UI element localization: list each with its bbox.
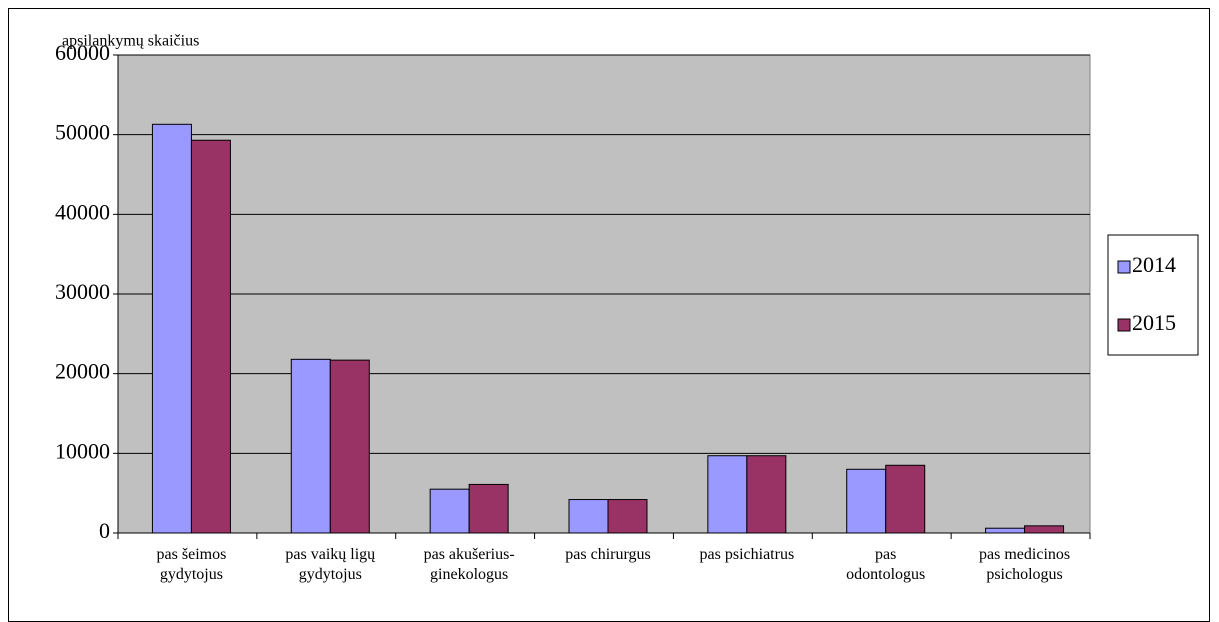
bar <box>885 464 926 534</box>
x-tick-label: pas akušerius- ginekologus <box>423 546 515 583</box>
x-tick-label: pas šeimos gydytojus <box>156 546 227 583</box>
x-tick-label: pas odontologus <box>846 546 926 583</box>
legend-swatch <box>1117 318 1131 332</box>
legend-swatch <box>1117 260 1131 274</box>
x-tick-label: pas medicinos psichologus <box>979 546 1071 583</box>
bar <box>468 483 509 534</box>
bar <box>846 468 887 534</box>
bar <box>329 359 370 534</box>
bar <box>290 358 331 534</box>
y-tick-label: 20000 <box>55 359 110 384</box>
bar <box>746 455 787 534</box>
y-tick-label: 30000 <box>55 279 110 304</box>
x-tick-label: pas vaikų ligų gydytojus <box>285 546 376 583</box>
bar <box>190 139 231 534</box>
bar <box>151 123 192 534</box>
y-axis-label: apsilankymų skaičius <box>62 33 199 50</box>
bar <box>1024 525 1065 534</box>
bar <box>568 499 609 534</box>
legend-label: 2014 <box>1132 252 1176 277</box>
y-tick-label: 40000 <box>55 199 110 224</box>
y-tick-label: 50000 <box>55 120 110 145</box>
x-tick-label: pas psichiatrus <box>699 546 795 563</box>
bar <box>607 499 648 534</box>
bar <box>707 455 748 534</box>
y-tick-label: 10000 <box>55 438 110 463</box>
bar <box>429 488 470 534</box>
y-tick-label: 60000 <box>55 40 110 65</box>
legend-label: 2015 <box>1132 310 1176 335</box>
legend-box <box>1107 234 1199 356</box>
x-tick-label: pas chirurgus <box>565 546 651 563</box>
y-tick-label: 0 <box>99 518 110 543</box>
bar <box>985 527 1026 534</box>
